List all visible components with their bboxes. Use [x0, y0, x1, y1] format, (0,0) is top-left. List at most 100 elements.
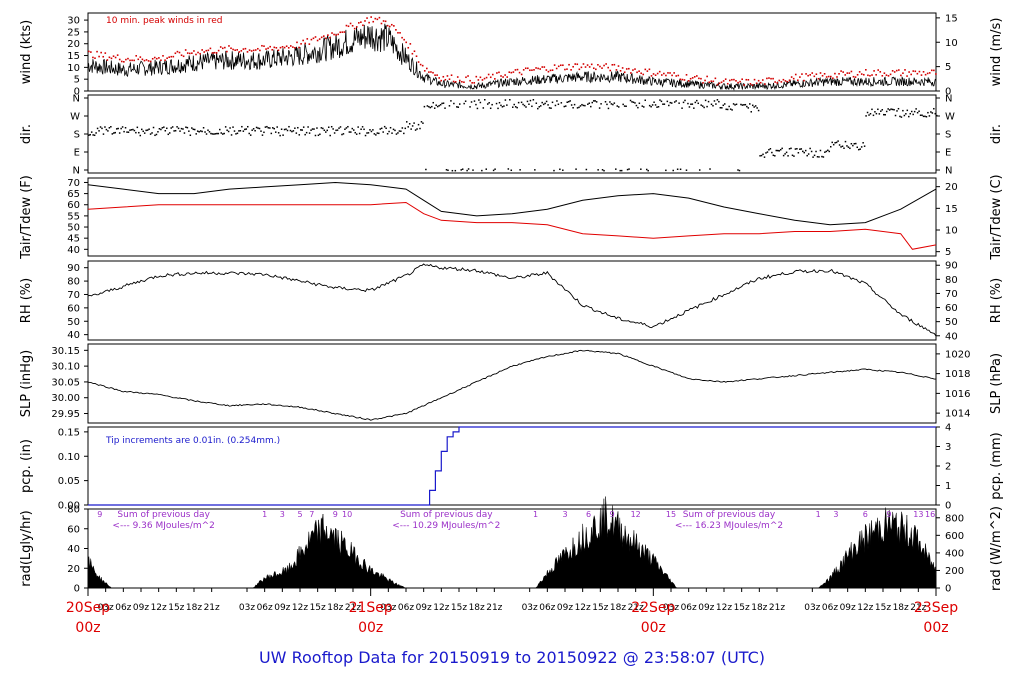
wind-peak-point: [248, 49, 251, 51]
dir-point: [198, 131, 200, 133]
wind-peak-point: [188, 52, 191, 55]
dir-point: [894, 114, 897, 117]
wind-peak-point: [669, 72, 671, 74]
dir-point: [285, 128, 287, 130]
x-tick-label: 18z: [327, 603, 343, 613]
x-tick-label: 06z: [822, 603, 838, 613]
wind-peak-point: [300, 43, 302, 45]
wind-peak-point: [349, 22, 352, 25]
dir-point: [378, 132, 380, 135]
wind-peak-point: [869, 74, 871, 77]
wind-peak-point: [755, 82, 758, 85]
dir-point: [155, 133, 158, 136]
dir-point: [482, 107, 485, 109]
wind-peak-point: [423, 70, 426, 72]
rad-hour-label: 3: [562, 510, 567, 519]
wind-peak-point: [584, 66, 587, 68]
rad-ytick-label-right: 600: [945, 531, 964, 542]
dir-point: [771, 151, 773, 154]
dir-point: [563, 105, 566, 108]
wind-peak-point: [176, 50, 179, 53]
wind-peak-point: [895, 69, 898, 72]
dir-point: [503, 105, 505, 107]
dir-point: [918, 110, 920, 112]
dir-point: [526, 100, 529, 103]
wind-peak-point: [376, 18, 379, 21]
x-tick-label: 18z: [186, 603, 202, 613]
temp-frame: [87, 177, 937, 257]
dir-point: [124, 127, 127, 129]
dir-point: [260, 130, 262, 132]
dir-point: [257, 127, 259, 129]
wind-peak-point: [900, 74, 902, 77]
dir-point: [201, 130, 203, 133]
dir-point: [660, 100, 663, 103]
wind-peak-point: [452, 80, 455, 83]
rad-hour-label: 12: [631, 510, 641, 519]
wind-peak-point: [96, 50, 98, 53]
wind-peak-point: [539, 68, 541, 70]
dir-point: [538, 106, 540, 108]
wind-ytick-label-left: 20: [67, 39, 80, 50]
dir-point: [419, 127, 421, 130]
dir-point: [802, 150, 804, 153]
wind-peak-point: [776, 82, 779, 84]
wind-peak-point: [928, 72, 931, 74]
dir-point: [703, 106, 705, 109]
dir-point: [105, 128, 108, 131]
dir-point: [461, 168, 464, 170]
pcp-ylabel-right: pcp. (mm): [989, 432, 1004, 499]
dir-point: [348, 131, 351, 133]
dir-point: [806, 154, 808, 157]
dir-point: [884, 113, 886, 116]
rad-ytick-label-right: 0: [945, 584, 951, 595]
wind-peak-point: [595, 68, 597, 71]
dir-point: [835, 141, 838, 144]
dir-point: [696, 99, 698, 102]
dir-point: [274, 131, 277, 133]
dir-point: [753, 106, 755, 108]
dir-point: [391, 132, 393, 134]
dir-point: [143, 132, 146, 134]
dir-point: [819, 149, 822, 152]
wind-peak-point: [757, 79, 760, 82]
wind-peak-point: [605, 63, 607, 65]
dir-point: [280, 128, 283, 130]
rad-ylabel-right: rad (W/m^2): [989, 506, 1004, 591]
dir-point: [323, 129, 326, 132]
wind-peak-point: [601, 67, 603, 69]
dir-point: [481, 169, 483, 172]
dir-point: [363, 128, 365, 131]
dir-point: [245, 128, 248, 130]
wind-peak-point: [809, 74, 811, 76]
dir-point: [247, 125, 249, 128]
wind-peak-point: [747, 79, 750, 81]
wind-peak-point: [883, 72, 886, 74]
wind-peak-point: [586, 64, 589, 66]
dir-point: [872, 114, 875, 117]
dir-point: [925, 115, 928, 118]
dir-point: [855, 142, 857, 145]
dir-point: [422, 122, 424, 124]
wind-peak-point: [588, 66, 591, 68]
dir-point: [486, 103, 489, 105]
wind-peak-point: [716, 83, 719, 86]
dir-point: [594, 100, 596, 102]
dir-point: [813, 154, 816, 157]
dir-point: [532, 99, 535, 101]
dir-point: [98, 130, 100, 132]
chart-footer-title: UW Rooftop Data for 20150919 to 20150922…: [258, 648, 766, 667]
dir-point: [706, 105, 708, 108]
dir-point: [397, 132, 399, 134]
dir-point: [330, 125, 333, 128]
wind-peak-point: [279, 46, 282, 49]
pcp-ytick-label-right: 4: [945, 423, 951, 434]
dir-point: [631, 101, 633, 103]
dir-point: [592, 100, 595, 102]
dir-point: [258, 127, 261, 130]
wind-peak-point: [178, 51, 181, 54]
dir-point: [712, 105, 714, 107]
wind-peak-point: [904, 69, 906, 71]
dir-point: [843, 147, 845, 149]
dir-point: [754, 105, 757, 107]
